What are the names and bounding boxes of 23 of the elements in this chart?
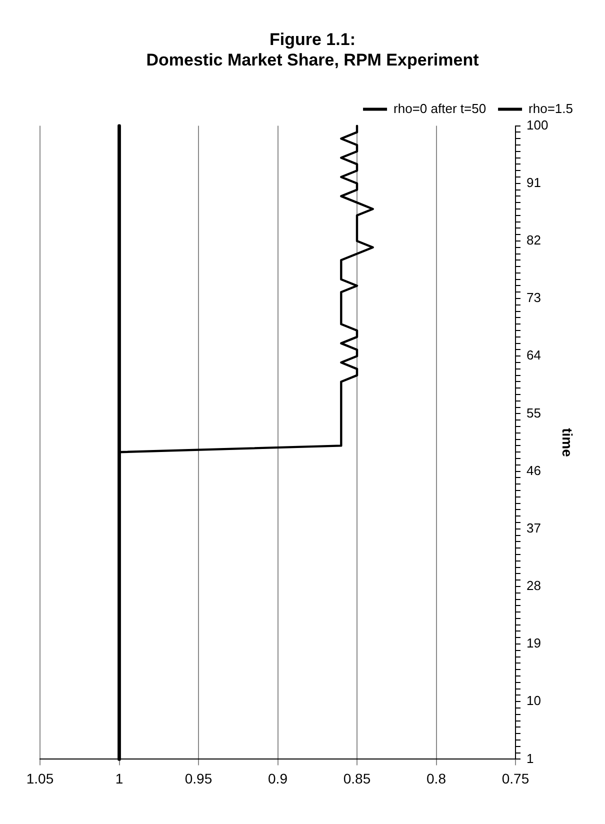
x-tick-label: 0.95 [184,770,212,786]
y-tick-label: 100 [526,117,548,132]
y-tick-label: 28 [526,578,541,594]
y-tick-label: 91 [526,174,541,190]
legend-label: rho=1.5 [528,100,573,116]
x-tick-label: 1 [115,770,124,786]
y-tick-label: 46 [526,462,541,478]
y-tick-label: 37 [526,520,541,536]
x-tick-label: 0.8 [426,770,446,786]
y-axis-title: time [560,428,576,458]
y-tick-label: 1 [526,750,534,766]
x-tick-label: 0.75 [502,770,530,786]
legend-label: rho=0 after t=50 [394,100,486,116]
y-tick-label: 19 [526,636,541,651]
y-tick-label: 55 [526,405,541,420]
x-tick-label: 0.85 [343,770,371,786]
y-tick-label: 73 [526,290,541,306]
x-tick-label: 0.9 [268,770,288,786]
y-tick-label: 82 [526,232,541,248]
chart-title: Figure 1.1: Domestic Market Share, RPM Experiment [146,30,480,70]
y-tick-label: 64 [526,348,541,363]
y-tick-label: 10 [526,693,541,708]
x-tick-label: 1.05 [26,770,54,786]
